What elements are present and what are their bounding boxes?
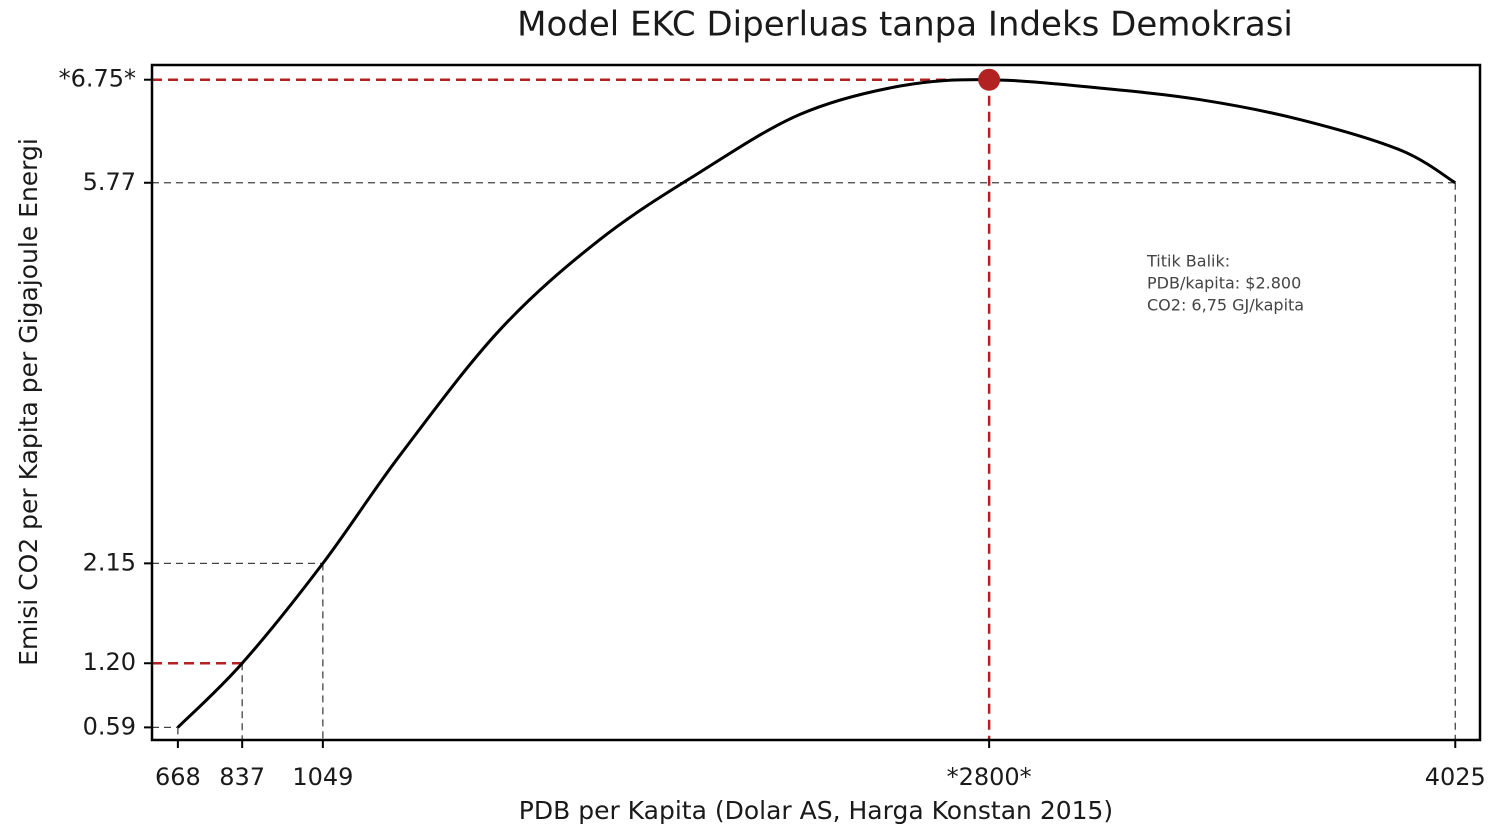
x-tick-label: 1049 [292, 763, 353, 791]
plot-frame [150, 63, 1482, 742]
turning-point [978, 68, 1001, 91]
x-tick-label: 4025 [1425, 763, 1486, 791]
annotation: CO2: 6,75 GJ/kapita [1147, 296, 1304, 315]
annotation: PDB/kapita: $2.800 [1147, 274, 1301, 293]
x-tick-label: 668 [155, 763, 201, 791]
ekc-line [176, 78, 1457, 729]
x-tick-label: 837 [219, 763, 265, 791]
y-tick-label: *6.75* [59, 65, 136, 93]
y-tick-label: 2.15 [83, 548, 136, 576]
y-tick-label: 5.77 [83, 168, 136, 196]
y-tick-label: 1.20 [83, 648, 136, 676]
chart-title: Model EKC Diperluas tanpa Indeks Demokra… [517, 5, 1293, 45]
x-axis-label: PDB per Kapita (Dolar AS, Harga Konstan … [519, 796, 1113, 825]
annotation: Titik Balik: [1146, 252, 1230, 271]
y-axis-label: Emisi CO2 per Kapita per Gigajoule Energ… [14, 138, 43, 666]
x-tick-label: *2800* [947, 763, 1032, 791]
y-tick-label: 0.59 [83, 712, 136, 740]
